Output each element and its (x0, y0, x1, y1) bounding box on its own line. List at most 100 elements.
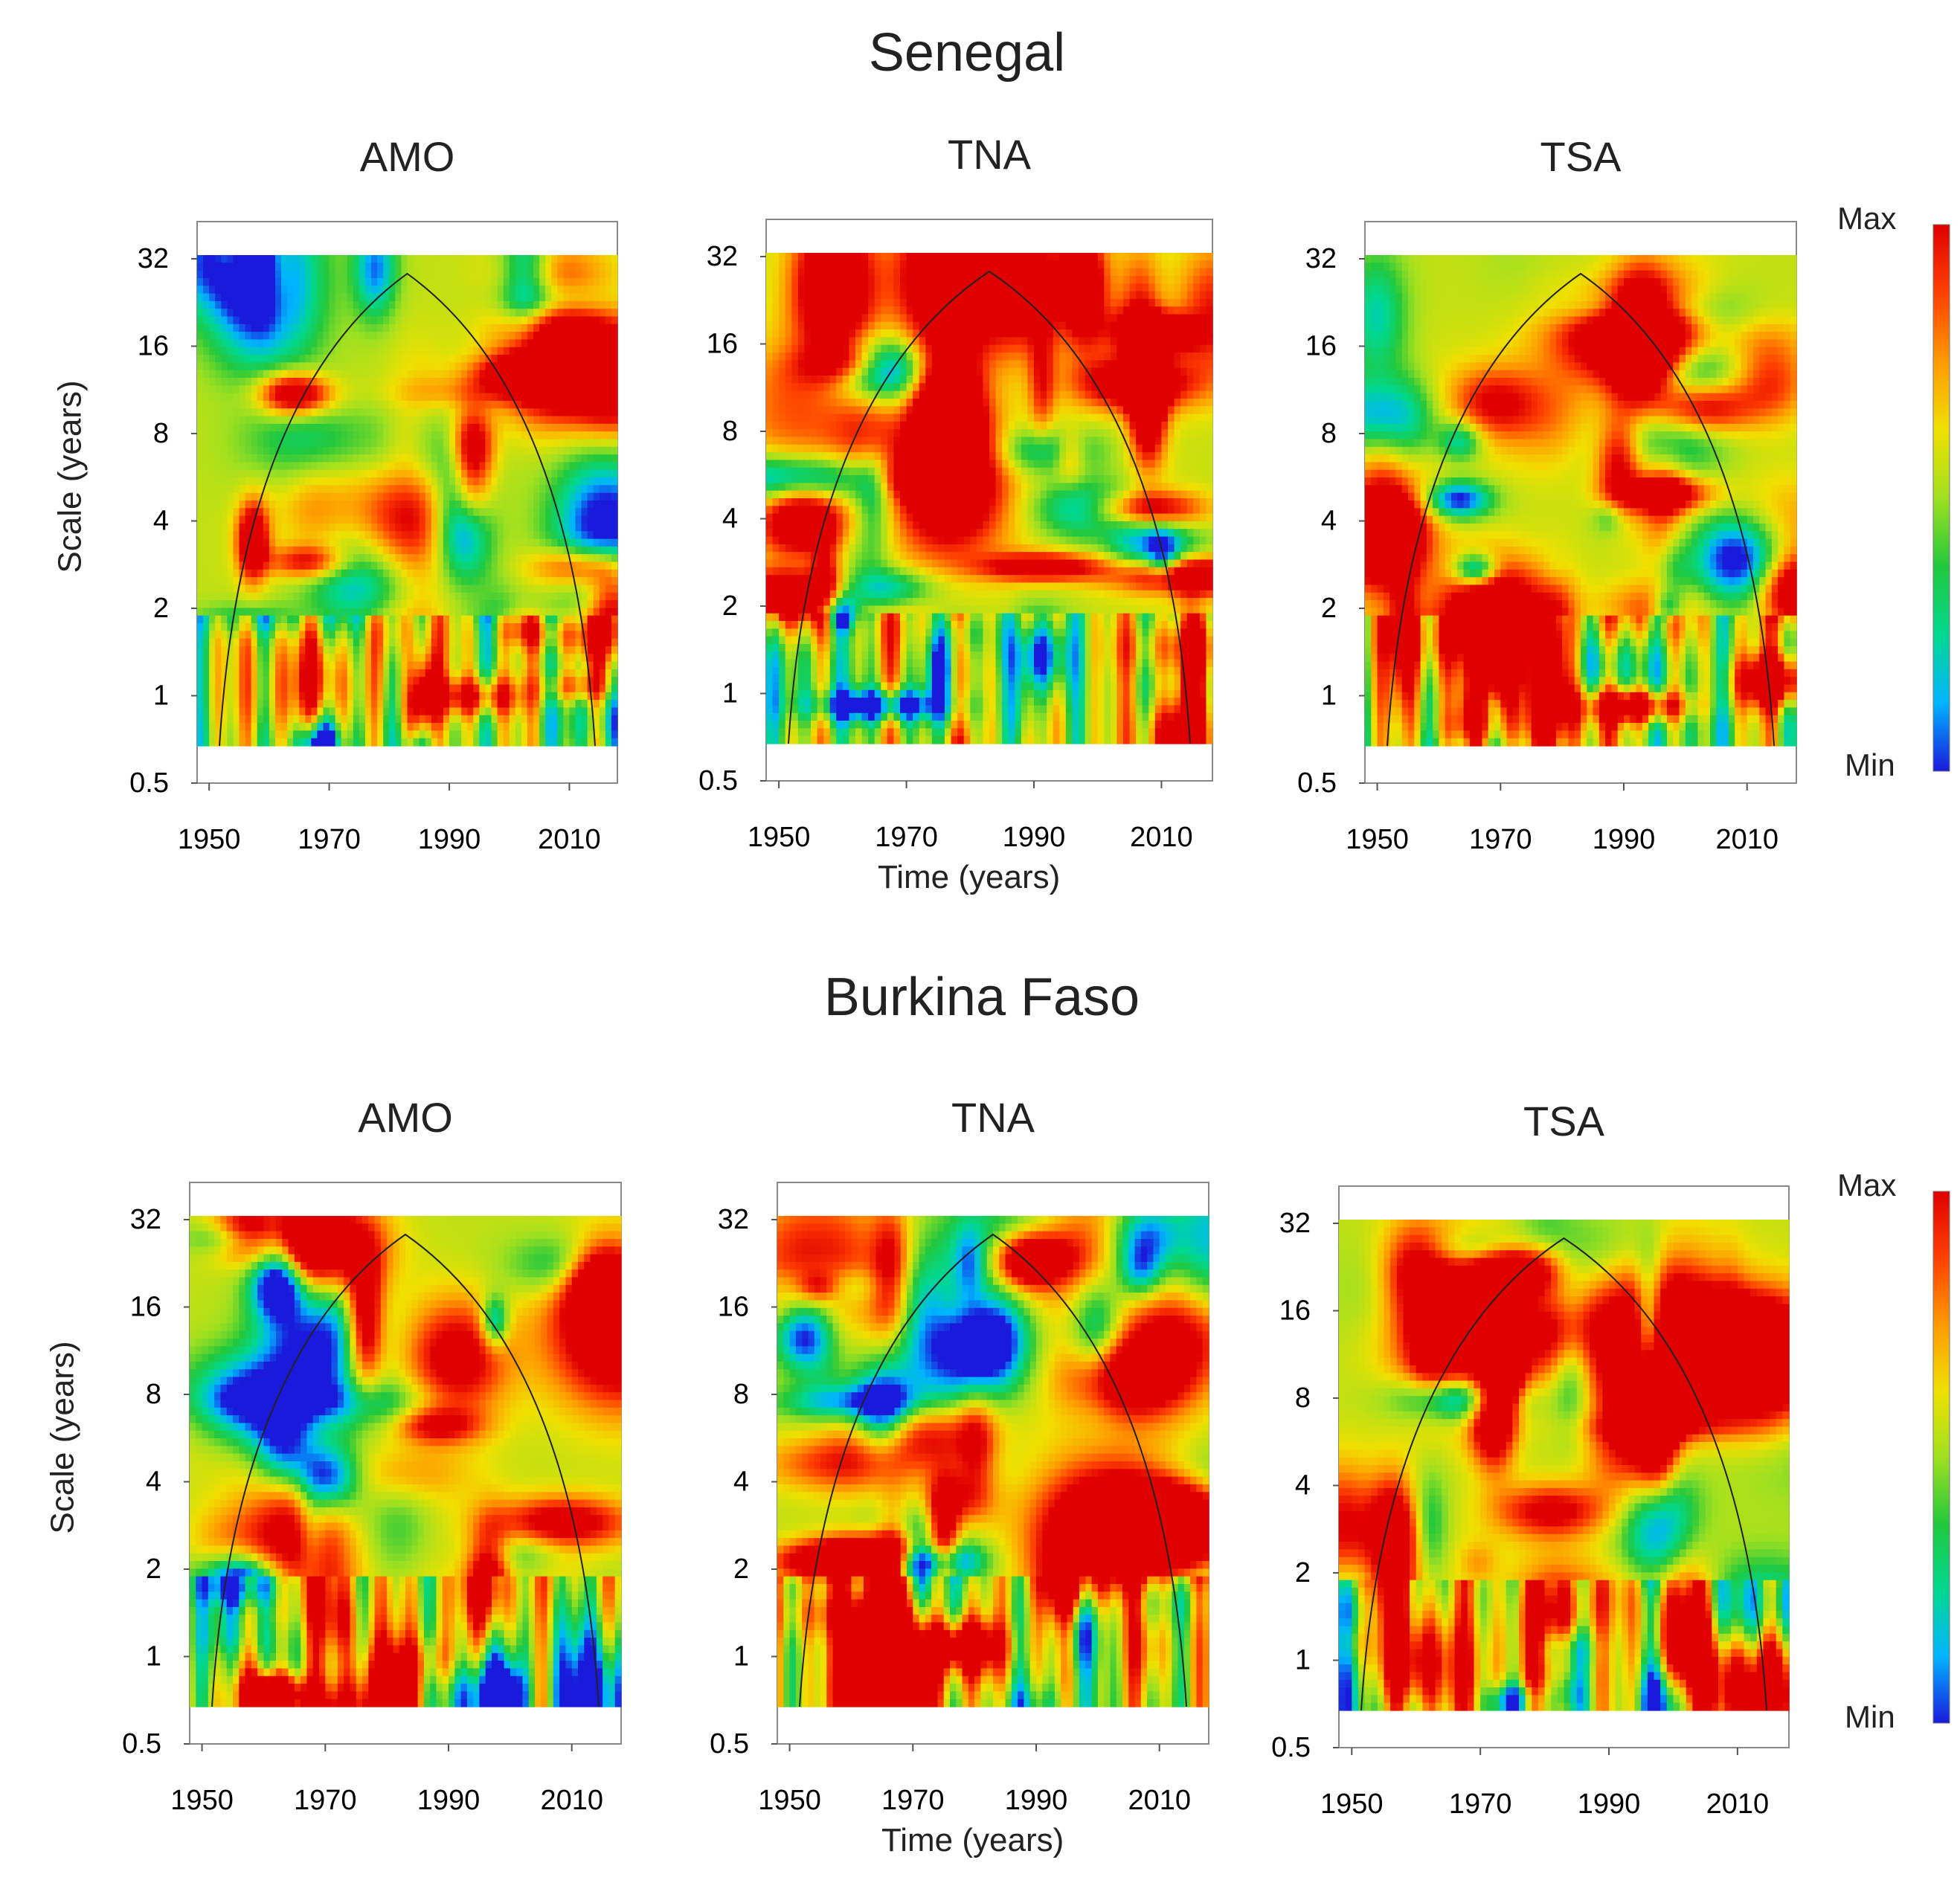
heatmap-cell (437, 423, 444, 432)
heatmap-cell (359, 416, 366, 425)
heatmap-cell (209, 684, 216, 693)
heatmap-cell (449, 730, 456, 739)
heatmap-cell (239, 431, 246, 440)
heatmap-cell (497, 561, 504, 570)
heatmap-cell (335, 615, 342, 624)
heatmap-cell (989, 283, 997, 292)
heatmap-cell (401, 554, 408, 563)
heatmap-cell (467, 700, 474, 709)
heatmap-cell (1034, 268, 1041, 277)
heatmap-cell (317, 277, 324, 286)
heatmap-cell (281, 400, 288, 409)
heatmap-cell (419, 715, 426, 724)
heatmap-cell (557, 408, 564, 417)
heatmap-cell (431, 286, 438, 294)
heatmap-cell (467, 454, 474, 463)
heatmap-cell (293, 355, 300, 363)
heatmap-cell (293, 446, 300, 455)
heatmap-cell (527, 523, 534, 532)
heatmap-cell (593, 738, 600, 747)
heatmap-cell (533, 500, 540, 509)
heatmap-cell (323, 554, 330, 563)
heatmap-cell (401, 661, 408, 670)
heatmap-cell (587, 569, 594, 578)
heatmap-cell (305, 255, 312, 263)
heatmap-cell (473, 654, 480, 663)
heatmap-cell (407, 561, 414, 570)
heatmap-cell (425, 707, 432, 716)
heatmap-cell (906, 260, 913, 269)
heatmap-cell (521, 684, 528, 693)
heatmap-cell (317, 454, 324, 463)
heatmap-cell (485, 600, 492, 608)
heatmap-cell (227, 600, 234, 608)
heatmap-cell (551, 669, 558, 677)
heatmap-cell (503, 723, 510, 731)
heatmap-cell (407, 454, 414, 463)
heatmap-cell (203, 347, 210, 355)
heatmap-cell (245, 286, 252, 294)
heatmap-cell (329, 669, 336, 677)
heatmap-cell (509, 646, 516, 654)
heatmap-cell (215, 416, 222, 425)
heatmap-cell (515, 577, 522, 586)
heatmap-cell (539, 669, 546, 677)
heatmap-cell (539, 523, 546, 532)
heatmap-cell (395, 500, 402, 509)
heatmap-cell (311, 446, 318, 455)
heatmap-cell (197, 454, 204, 463)
heatmap-cell (431, 538, 438, 547)
heatmap-cell (359, 293, 366, 302)
heatmap-cell (281, 347, 288, 355)
heatmap-cell (257, 554, 264, 563)
heatmap-cell (593, 700, 600, 709)
heatmap-cell (227, 469, 234, 478)
heatmap-cell (575, 646, 582, 654)
heatmap-cell (431, 677, 438, 686)
heatmap-cell (593, 286, 600, 294)
heatmap-cell (274, 477, 282, 486)
heatmap-cell (1034, 253, 1041, 261)
heatmap-cell (221, 439, 228, 448)
heatmap-cell (209, 277, 216, 286)
heatmap-cell (341, 546, 348, 555)
heatmap-cell (1027, 253, 1035, 261)
heatmap-cell (311, 677, 318, 686)
heatmap-cell (455, 300, 462, 309)
heatmap-cell (257, 270, 264, 279)
heatmap-cell (353, 623, 360, 631)
heatmap-cell (497, 554, 504, 563)
heatmap-cell (587, 546, 594, 555)
heatmap-cell (611, 293, 618, 302)
heatmap-cell (287, 462, 294, 471)
heatmap-cell (413, 300, 420, 309)
heatmap-cell (383, 255, 390, 263)
heatmap-cell (203, 631, 210, 640)
heatmap-cell (335, 347, 342, 355)
heatmap-cell (817, 291, 824, 300)
heatmap-cell (274, 255, 282, 263)
heatmap-cell (521, 554, 528, 563)
heatmap-cell (281, 423, 288, 432)
heatmap-cell (551, 416, 558, 425)
heatmap-cell (419, 684, 426, 693)
heatmap-cell (575, 669, 582, 677)
heatmap-cell (1168, 260, 1175, 269)
heatmap-cell (473, 408, 480, 417)
heatmap-cell (563, 631, 571, 640)
heatmap-cell (467, 416, 474, 425)
heatmap-cell (341, 585, 348, 593)
heatmap-cell (233, 255, 240, 263)
heatmap-cell (371, 684, 378, 693)
heatmap-cell (407, 423, 414, 432)
heatmap-cell (323, 638, 330, 647)
heatmap-cell (443, 323, 450, 332)
heatmap-cell (203, 692, 210, 701)
heatmap-cell (353, 454, 360, 463)
heatmap-cell (945, 275, 952, 284)
heatmap-cell (293, 469, 300, 478)
heatmap-cell (906, 275, 913, 284)
heatmap-cell (227, 332, 234, 341)
heatmap-cell (221, 400, 228, 409)
heatmap-cell (1116, 275, 1124, 284)
